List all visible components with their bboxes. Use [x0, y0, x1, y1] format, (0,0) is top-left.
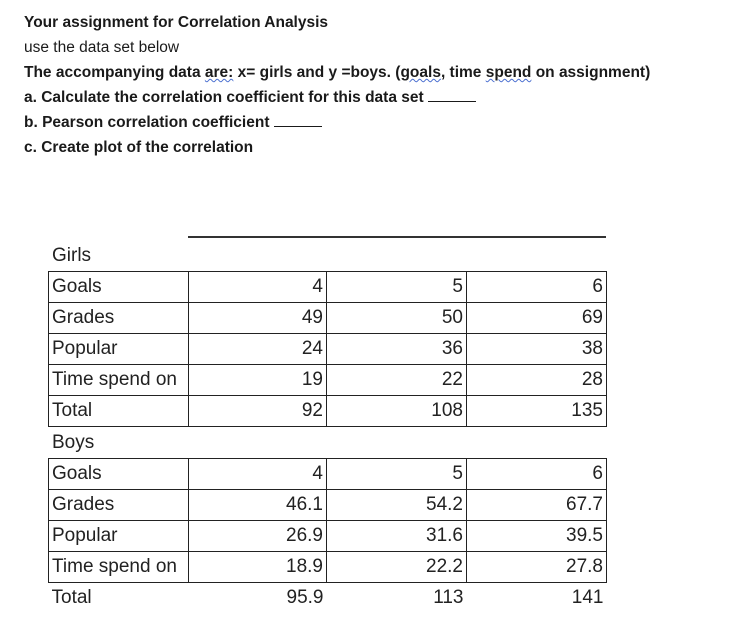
cell-value: 54.2: [326, 489, 467, 521]
row-label: Grades: [48, 302, 189, 334]
girls-heading: Girls: [52, 245, 92, 266]
boys-table: Goals 4 5 6 Grades 46.1 54.2 67.7 Popula…: [48, 458, 607, 613]
cell-value: 38: [466, 333, 607, 365]
boys-heading: Boys: [52, 432, 95, 453]
answer-blank-b: [273, 112, 322, 127]
cell-value: 4: [188, 458, 327, 490]
cell-value: 31.6: [326, 520, 467, 552]
cell-value: 4: [188, 271, 327, 303]
cell-value: 69: [466, 302, 607, 334]
cell-value: 28: [466, 364, 607, 396]
cell-value: 22: [326, 364, 467, 396]
horizontal-rule: [188, 236, 606, 238]
data-sheet: Girls Goals 4 5 6 Grades 49 50 69 Popula…: [48, 240, 607, 613]
item-a: a. Calculate the correlation coefficient…: [24, 85, 724, 110]
row-label: Time spend on: [48, 551, 189, 583]
cell-value: 36: [326, 333, 467, 365]
cell-value: 39.5: [466, 520, 607, 552]
assignment-subtitle: use the data set below: [24, 39, 180, 56]
cell-value: 27.8: [466, 551, 607, 583]
cell-value: 26.9: [188, 520, 327, 552]
cell-value: 113: [433, 587, 464, 608]
cell-value: 92: [188, 395, 327, 427]
row-label: Goals: [48, 458, 189, 490]
row-label: Popular: [48, 520, 189, 552]
goals-word: goals: [400, 64, 441, 81]
cell-value: 24: [188, 333, 327, 365]
cell-value: 49: [188, 302, 327, 334]
cell-value: 19: [188, 364, 327, 396]
item-b: b. Pearson correlation coefficient: [24, 110, 724, 135]
data-description-mid2: , time: [440, 64, 486, 81]
data-description-mid: x= girls and y =boys. (: [233, 64, 401, 81]
table-row: Grades 49 50 69: [48, 302, 607, 334]
cell-value: 5: [326, 271, 467, 303]
item-a-text: a. Calculate the correlation coefficient…: [24, 89, 424, 106]
answer-blank-a: [427, 87, 476, 102]
assignment-instructions: Your assignment for Correlation Analysis…: [24, 10, 724, 160]
table-row: Popular 26.9 31.6 39.5: [48, 520, 607, 552]
row-label: Grades: [48, 489, 189, 521]
assignment-title: Your assignment for Correlation Analysis: [24, 14, 329, 31]
row-label: Goals: [48, 271, 189, 303]
cell-value: 5: [326, 458, 467, 490]
cell-value: 95.9: [286, 587, 324, 608]
row-label: Time spend on: [48, 364, 189, 396]
row-label: Total: [51, 587, 92, 608]
cell-value: 18.9: [188, 551, 327, 583]
cell-value: 46.1: [188, 489, 327, 521]
cell-value: 50: [326, 302, 467, 334]
data-description: The accompanying data are: x= girls and …: [24, 60, 724, 85]
table-row: Goals 4 5 6: [48, 458, 607, 490]
item-c: c. Create plot of the correlation: [24, 139, 254, 156]
cell-value: 108: [326, 395, 467, 427]
row-label: Popular: [48, 333, 189, 365]
table-row: Goals 4 5 6: [48, 271, 607, 303]
data-description-prefix: The accompanying data: [24, 64, 205, 81]
cell-value: 135: [466, 395, 607, 427]
cell-value: 67.7: [466, 489, 607, 521]
cell-value: 22.2: [326, 551, 467, 583]
girls-table-body: Goals 4 5 6 Grades 49 50 69 Popular 24 3…: [48, 271, 607, 427]
row-label: Total: [48, 395, 189, 427]
table-row: Time spend on 19 22 28: [48, 364, 607, 396]
boys-table-body: Goals 4 5 6 Grades 46.1 54.2 67.7 Popula…: [48, 458, 607, 614]
girls-table: Goals 4 5 6 Grades 49 50 69 Popular 24 3…: [48, 271, 607, 427]
data-description-suffix: on assignment): [531, 64, 651, 81]
cell-value: 6: [466, 458, 607, 490]
cell-value: 6: [466, 271, 607, 303]
are-word: are:: [204, 64, 234, 81]
table-row: Total 95.9 113 141: [49, 583, 607, 614]
table-row: Time spend on 18.9 22.2 27.8: [48, 551, 607, 583]
spend-word: spend: [485, 64, 532, 81]
cell-value: 141: [571, 587, 604, 608]
table-row: Grades 46.1 54.2 67.7: [48, 489, 607, 521]
table-row: Popular 24 36 38: [48, 333, 607, 365]
item-b-text: b. Pearson correlation coefficient: [24, 114, 270, 131]
table-row: Total 92 108 135: [48, 395, 607, 427]
